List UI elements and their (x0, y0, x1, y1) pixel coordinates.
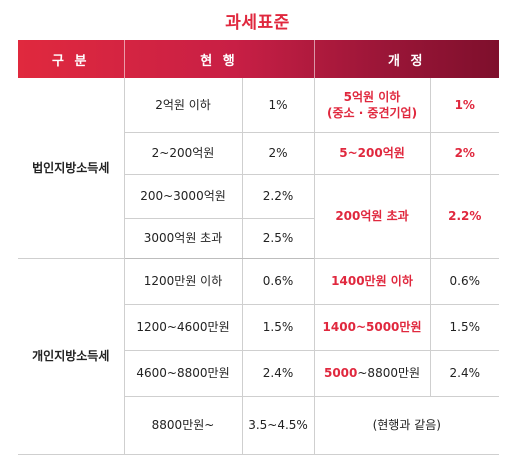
header-current: 현 행 (124, 40, 315, 78)
revised-range: 200억원 초과 (314, 174, 431, 259)
table-row: 4600~8800만원 2.4% 5000~8800만원 2.4% (18, 350, 500, 397)
revised-rate: 1.5% (430, 304, 500, 351)
current-rate: 2.5% (242, 218, 315, 259)
revised-range: 1400~5000만원 (314, 304, 431, 351)
header-category: 구 분 (18, 40, 125, 78)
current-range: 1200~4600만원 (124, 304, 243, 351)
revised-range: 5억원 이하 (중소 · 중견기업) (314, 78, 431, 133)
indiv-category-label: 개인지방소득세 (18, 258, 125, 455)
revised-rate: 2.4% (430, 350, 500, 397)
current-range: 4600~8800만원 (124, 350, 243, 397)
current-rate: 1% (242, 78, 315, 133)
revised-range: 1400만원 이하 (314, 258, 431, 305)
revised-range: 5~200억원 (314, 132, 431, 175)
current-range: 200~3000억원 (124, 174, 243, 219)
current-range: 2~200억원 (124, 132, 243, 175)
table-title: 과세표준 (225, 13, 290, 33)
revised-range-line2: (중소 · 중견기업) (326, 105, 418, 120)
revised-range-line1: 5억원 이하 (343, 89, 401, 104)
revised-range: 5000~8800만원 (314, 350, 431, 397)
table-row: 2~200억원 2% 5~200억원 2% (18, 132, 500, 175)
revised-rate: 2.2% (430, 174, 500, 259)
current-range: 2억원 이하 (124, 78, 243, 133)
current-range: 1200만원 이하 (124, 258, 243, 305)
current-rate: 2.4% (242, 350, 315, 397)
table-row: 3000억원 초과 2.5% (18, 218, 499, 259)
current-rate: 0.6% (242, 258, 315, 305)
current-rate: 2.2% (242, 174, 315, 219)
revised-range-changed-part: 5000 (323, 365, 358, 380)
table-row: 개인지방소득세 1200만원 이하 0.6% 1400만원 이하 0.6% (18, 258, 500, 455)
tax-bracket-table: 구 분 현 행 개 정 법인지방소득세 2억원 이하 1% 5억원 이하 (중소… (18, 40, 500, 455)
revised-rate: 2% (430, 132, 500, 175)
table-row: 1200~4600만원 1.5% 1400~5000만원 1.5% (18, 304, 500, 351)
current-rate: 2% (242, 132, 315, 175)
revised-rate: 1% (430, 78, 500, 133)
header-row: 구 분 현 행 개 정 (18, 40, 500, 78)
current-range: 8800만원~ (124, 396, 243, 455)
revised-same-note: (현행과 같음) (314, 396, 500, 455)
corp-category-label: 법인지방소득세 (18, 78, 125, 259)
current-rate: 3.5~4.5% (242, 396, 315, 455)
table-row: 8800만원~ 3.5~4.5% (현행과 같음) (18, 396, 500, 455)
revised-range-rest: ~8800만원 (357, 365, 421, 380)
current-range: 3000억원 초과 (124, 218, 243, 259)
table-row: 200~3000억원 2.2% 200억원 초과 2.2% (18, 174, 500, 259)
current-rate: 1.5% (242, 304, 315, 351)
header-revised: 개 정 (388, 53, 426, 69)
table-row: 법인지방소득세 2억원 이하 1% 5억원 이하 (중소 · 중견기업) 1% (18, 78, 500, 259)
revised-rate: 0.6% (430, 258, 500, 305)
